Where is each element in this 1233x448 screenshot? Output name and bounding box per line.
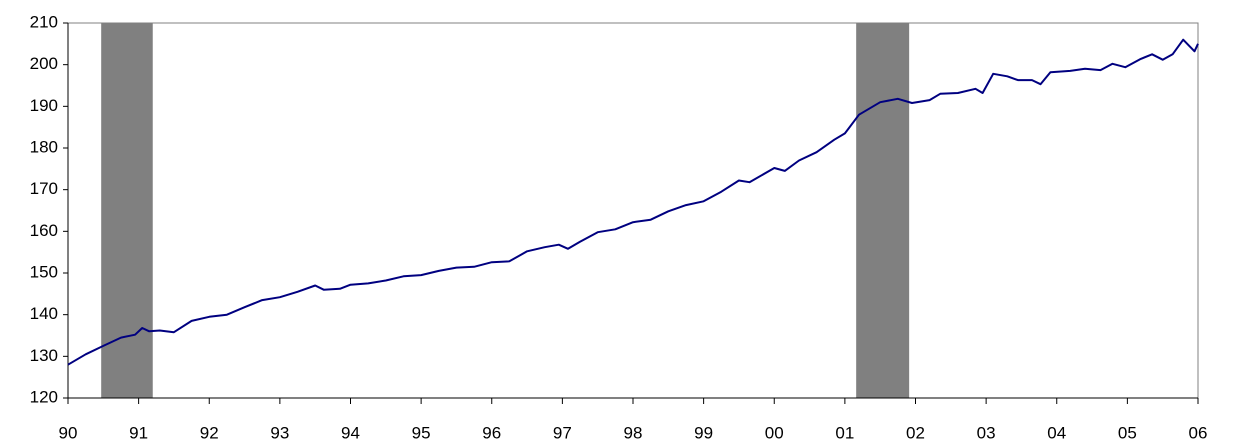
x-tick-label: 95	[412, 423, 431, 442]
x-tick-label: 92	[200, 423, 219, 442]
x-tick-label: 91	[129, 423, 148, 442]
y-tick-label: 190	[30, 96, 58, 115]
x-tick-label: 04	[1047, 423, 1066, 442]
x-tick-label: 05	[1118, 423, 1137, 442]
x-tick-label: 93	[270, 423, 289, 442]
plot-area	[67, 22, 1199, 399]
y-tick-label: 130	[30, 346, 58, 365]
y-tick-label: 150	[30, 262, 58, 281]
y-tick-label: 160	[30, 221, 58, 240]
y-tick-label: 140	[30, 304, 58, 323]
x-tick-label: 01	[835, 423, 854, 442]
x-tick-label: 06	[1189, 423, 1208, 442]
x-tick-label: 02	[906, 423, 925, 442]
x-tick-label: 00	[765, 423, 784, 442]
y-tick-label: 200	[30, 54, 58, 73]
x-tick-label: 99	[694, 423, 713, 442]
x-tick-label: 03	[977, 423, 996, 442]
x-tick-label: 90	[59, 423, 78, 442]
y-tick-label: 210	[30, 12, 58, 31]
recession-band	[856, 23, 910, 398]
x-tick-label: 94	[341, 423, 360, 442]
x-tick-label: 96	[482, 423, 501, 442]
y-tick-label: 170	[30, 179, 58, 198]
recession-band	[101, 23, 153, 398]
y-tick-label: 180	[30, 137, 58, 156]
x-tick-label: 98	[624, 423, 643, 442]
y-tick-label: 120	[30, 387, 58, 406]
x-tick-label: 97	[553, 423, 572, 442]
data-line	[67, 38, 1199, 366]
